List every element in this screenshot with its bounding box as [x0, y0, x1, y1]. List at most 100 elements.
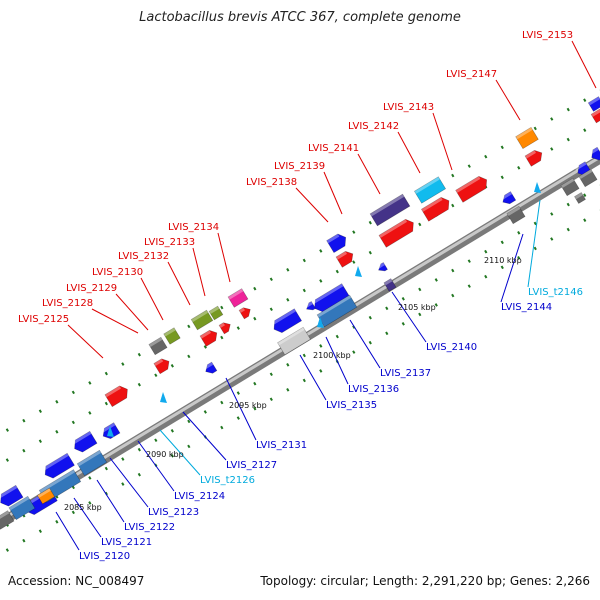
gene-block [227, 288, 249, 308]
gene-shine [591, 109, 600, 117]
tick-labels: 2085 kbp 2090 kbp 2095 kbp 2100 kbp 2105 kbp… [64, 256, 522, 512]
leader-line [217, 232, 231, 283]
tick-label: 2105 kbp [398, 303, 436, 312]
gene-shine [191, 310, 209, 323]
gene-shine [203, 362, 214, 370]
gene-shape [37, 487, 55, 505]
gene-label: LVIS_2124 [174, 491, 225, 502]
gene-shine [414, 176, 440, 194]
gene-shine [560, 178, 575, 189]
gene-shape [8, 495, 36, 521]
gene-shape [153, 358, 170, 375]
leader-line [192, 247, 206, 297]
gene-block [369, 193, 411, 227]
gene-label: LVIS_2142 [348, 121, 399, 132]
gene-block [587, 96, 600, 112]
gene-label: LVIS_2144 [501, 302, 552, 313]
gene-block [335, 250, 354, 268]
leader-line [323, 171, 343, 215]
leader-line [527, 199, 541, 288]
gene-shape [524, 149, 543, 167]
leader-line [167, 261, 191, 306]
gene-label: LVIS_2123 [148, 507, 199, 518]
leader-line [91, 308, 139, 334]
gene-label: LVIS_2122 [124, 522, 175, 533]
gene-shape [227, 288, 249, 308]
gene-shine [370, 194, 405, 217]
gene-shine [500, 191, 513, 201]
leader-line [109, 457, 149, 508]
gene-block [208, 305, 224, 321]
trna-marker [107, 426, 114, 437]
gene-shine [239, 307, 245, 313]
gene-shine [100, 422, 116, 434]
gene-block [70, 430, 98, 453]
gene-shape [578, 168, 598, 188]
gene-label: LVIS_2130 [92, 267, 143, 278]
gene-shine [455, 176, 481, 193]
leader-line [55, 511, 80, 551]
gene-label: LVIS_2131 [256, 440, 307, 451]
gene-labels: LVIS_2125 LVIS_2128 LVIS_2129 LVIS_2130 LVIS… [18, 30, 583, 562]
gene-label: LVIS_2143 [383, 102, 434, 113]
tick-label: 2085 kbp [64, 503, 102, 512]
tick-label: 2095 kbp [229, 401, 267, 410]
gene-block [560, 177, 580, 197]
gene-shine [506, 206, 521, 217]
gene-shape [326, 233, 347, 254]
gene-block [0, 510, 15, 530]
gene-shape [205, 361, 218, 374]
gene-label: LVIS_2129 [66, 283, 117, 294]
gene-label: LVIS_2139 [274, 161, 325, 172]
gene-block [0, 484, 24, 507]
gene-shine [153, 358, 164, 367]
gene-shine [376, 262, 385, 270]
gene-label: LVIS_2141 [308, 143, 359, 154]
gene-block [153, 358, 170, 375]
gene-block [588, 146, 600, 161]
guide-dots [0, 89, 600, 437]
gene-shape [199, 329, 218, 347]
gene-label: LVIS_2127 [226, 460, 277, 471]
gene-shape [44, 452, 75, 479]
gene-shine [8, 496, 30, 511]
gene-shape [148, 336, 168, 356]
gene-shine [525, 150, 537, 159]
gene-block [41, 452, 75, 479]
gene-label: LVIS_2132 [118, 251, 169, 262]
leader-line [115, 293, 149, 331]
gene-block [277, 326, 311, 356]
gene-shape [413, 176, 447, 204]
gene-label: LVIS_2120 [79, 551, 130, 562]
gene-shape [378, 218, 414, 248]
tick-label: 2090 kbp [146, 450, 184, 459]
leader-line [325, 336, 349, 385]
gene-block [76, 449, 108, 477]
gene-shape [208, 305, 224, 321]
leader-line [182, 411, 227, 461]
leader-line [159, 429, 201, 476]
gene-shape [420, 197, 450, 222]
gene-shape [238, 307, 251, 320]
gene-shape [218, 322, 231, 335]
gene-shine [0, 485, 18, 500]
leader-line [299, 354, 327, 401]
gene-shape [335, 250, 354, 268]
gene-shape [506, 205, 526, 225]
gene-shape [0, 484, 24, 507]
gene-block [376, 262, 388, 272]
gene-shine [317, 295, 352, 318]
gene-shape [306, 301, 316, 311]
gene-shine [574, 192, 583, 200]
leader-line [571, 40, 597, 89]
gene-shine [515, 127, 533, 140]
gene-shine [310, 283, 344, 305]
gene-label: LVIS_2137 [380, 368, 431, 379]
gene-shine [277, 327, 305, 346]
leader-line [432, 112, 453, 171]
gene-shine [77, 450, 102, 467]
trna-marker [355, 266, 362, 277]
dotted-guides [0, 89, 600, 557]
gene-block [455, 175, 488, 203]
gene-shine [104, 385, 122, 398]
